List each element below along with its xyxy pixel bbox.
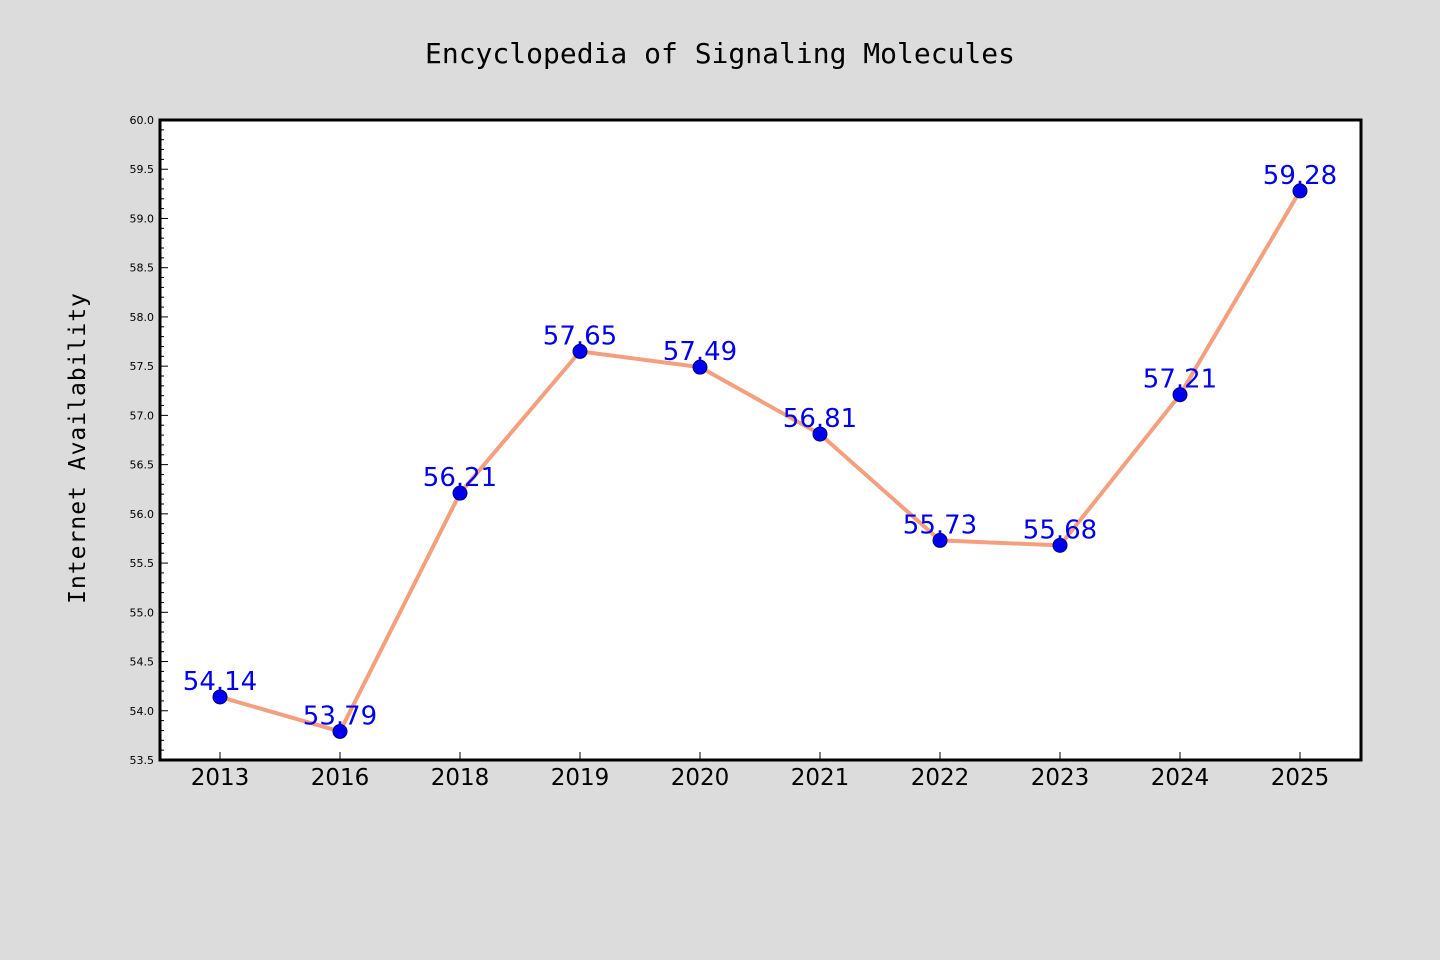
x-tick-label: 2024 bbox=[1151, 765, 1210, 791]
data-label: 56.21 bbox=[423, 463, 497, 493]
data-label: 59.28 bbox=[1263, 161, 1337, 191]
data-point-marker bbox=[1172, 387, 1188, 403]
data-label: 55.73 bbox=[903, 510, 977, 540]
data-point-marker bbox=[212, 689, 228, 705]
y-axis-label: Internet Availability bbox=[65, 292, 91, 604]
y-tick-label: 55.0 bbox=[130, 606, 155, 619]
x-tick-label: 2021 bbox=[791, 765, 850, 791]
data-label: 54.14 bbox=[183, 667, 257, 697]
data-point-marker bbox=[452, 485, 468, 501]
series-layer: 54.14 53.79 56.21 57.65 57.49 56.81 55.73 55.68… bbox=[183, 161, 1337, 739]
y-tick-label: 56.5 bbox=[130, 459, 155, 472]
y-tick-label: 54.0 bbox=[130, 705, 155, 718]
y-axis-ticks: 53.5 54.0 54.5 55.0 55.5 56.0 56.5 57.0 57.5 58.0… bbox=[130, 114, 168, 767]
data-label: 53.79 bbox=[303, 701, 377, 731]
data-label: 57.49 bbox=[663, 337, 737, 367]
y-tick-label: 58.0 bbox=[130, 311, 155, 324]
x-tick-label: 2019 bbox=[551, 765, 610, 791]
x-tick-label: 2022 bbox=[911, 765, 970, 791]
y-tick-label: 59.0 bbox=[130, 212, 155, 225]
data-label: 55.68 bbox=[1023, 515, 1097, 545]
y-tick-label: 57.5 bbox=[130, 360, 155, 373]
x-tick-label: 2025 bbox=[1271, 765, 1330, 791]
data-point-marker bbox=[1052, 537, 1068, 553]
data-point-marker bbox=[812, 426, 828, 442]
y-tick-label: 54.5 bbox=[130, 656, 155, 669]
y-tick-label: 57.0 bbox=[130, 409, 155, 422]
data-point-marker bbox=[692, 359, 708, 375]
series-line bbox=[218, 188, 1302, 734]
x-tick-label: 2020 bbox=[671, 765, 730, 791]
x-tick-label: 2013 bbox=[191, 765, 250, 791]
x-axis-ticks: 2013 2016 2018 2019 2020 2021 2022 2023 2024 2025 bbox=[191, 752, 1330, 791]
y-tick-label: 53.5 bbox=[130, 754, 155, 767]
data-point-marker bbox=[572, 343, 588, 359]
chart-title: Encyclopedia of Signaling Molecules bbox=[425, 37, 1015, 70]
data-point-marker bbox=[332, 723, 348, 739]
data-point-marker bbox=[932, 532, 948, 548]
data-label: 57.65 bbox=[543, 321, 617, 351]
plot-area bbox=[158, 118, 1363, 762]
y-tick-label: 55.5 bbox=[130, 557, 155, 570]
x-tick-label: 2023 bbox=[1031, 765, 1090, 791]
data-label: 57.21 bbox=[1143, 365, 1217, 395]
y-tick-label: 58.5 bbox=[130, 262, 155, 275]
y-tick-label: 60.0 bbox=[130, 114, 155, 127]
data-point-marker bbox=[1292, 183, 1308, 199]
y-tick-label: 56.0 bbox=[130, 508, 155, 521]
data-label: 56.81 bbox=[783, 404, 857, 434]
y-tick-label: 59.5 bbox=[130, 163, 155, 176]
x-tick-label: 2016 bbox=[311, 765, 370, 791]
x-tick-label: 2018 bbox=[431, 765, 490, 791]
